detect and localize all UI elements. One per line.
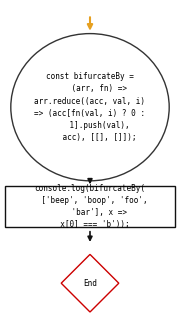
Text: console.log(bifurcateBy(
  ['beep', 'boop', 'foo',
    'bar'], x =>
  x[0] === ': console.log(bifurcateBy( ['beep', 'boop'… xyxy=(32,184,148,229)
Polygon shape xyxy=(61,254,119,312)
Ellipse shape xyxy=(11,34,169,181)
FancyBboxPatch shape xyxy=(5,186,175,227)
Text: const bifurcateBy =
    (arr, fn) =>
arr.reduce((acc, val, i)
=> (acc[fn(val, i): const bifurcateBy = (arr, fn) => arr.red… xyxy=(35,72,145,142)
Text: End: End xyxy=(83,279,97,288)
